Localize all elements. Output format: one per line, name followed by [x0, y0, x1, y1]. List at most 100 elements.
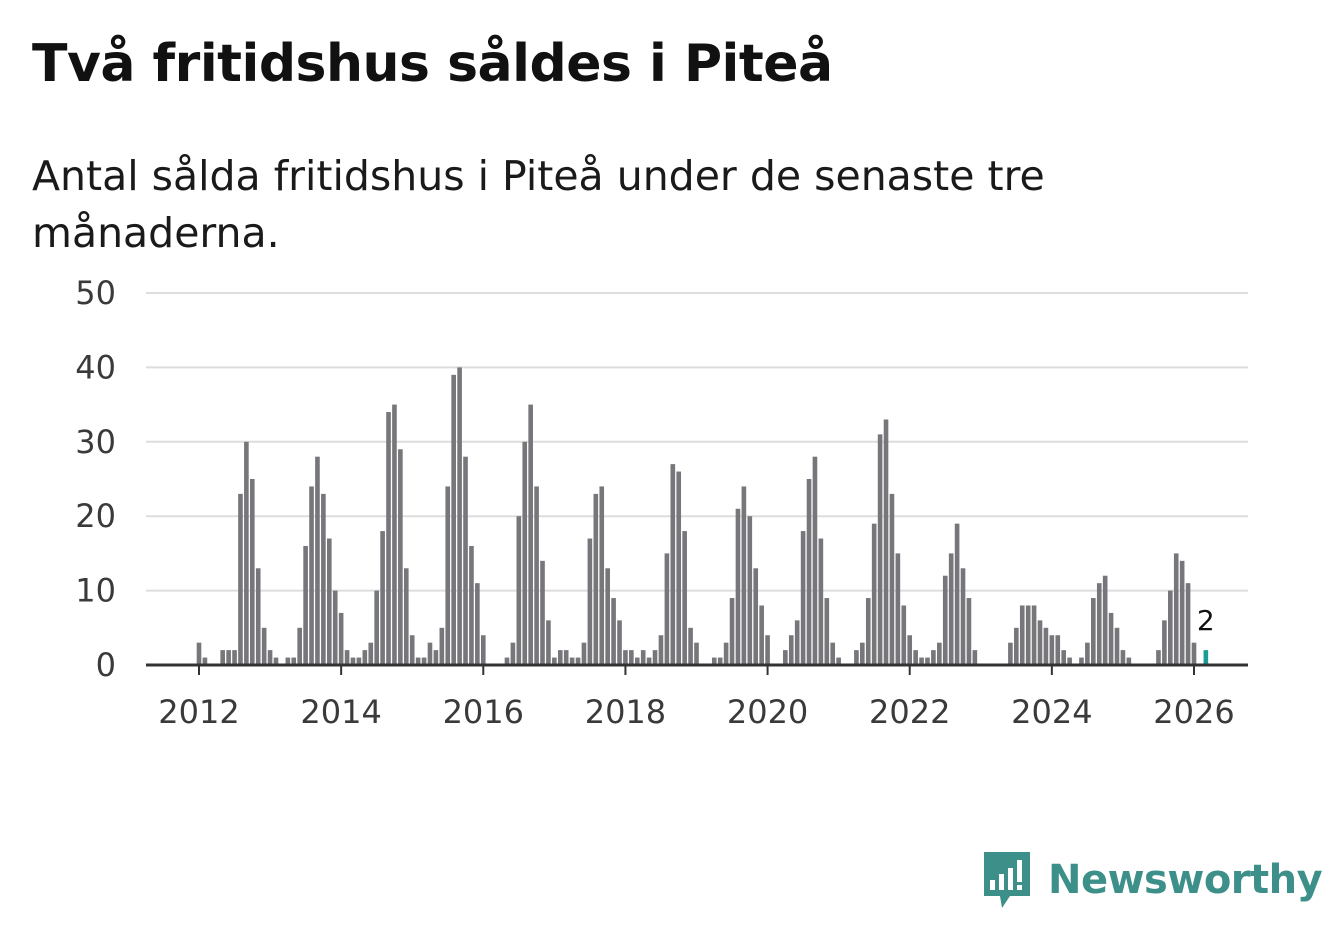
bar [788, 635, 794, 665]
bar [273, 657, 279, 665]
bar [344, 650, 350, 665]
bar [919, 657, 924, 665]
bar [1108, 612, 1114, 665]
y-tick-label: 50 [75, 274, 116, 312]
bar [386, 412, 391, 665]
bar [1061, 650, 1067, 665]
bar [380, 531, 385, 665]
bar [937, 642, 942, 665]
bar [717, 657, 723, 665]
bar [818, 538, 824, 665]
bar [522, 441, 528, 665]
y-tick-label: 10 [75, 572, 116, 610]
bar [202, 657, 208, 665]
bar [475, 583, 480, 665]
bar [563, 650, 569, 665]
bar [806, 479, 812, 665]
bar [1191, 642, 1197, 665]
bar [652, 650, 658, 665]
bar [332, 590, 338, 665]
bar [640, 650, 646, 665]
y-tick-label: 30 [75, 423, 116, 461]
bar [1055, 635, 1061, 665]
bar [913, 650, 918, 665]
bar [599, 486, 605, 665]
x-tick-label: 2026 [1153, 693, 1234, 731]
bar [711, 657, 717, 665]
bar [309, 486, 314, 665]
bar [1091, 598, 1096, 665]
bar [1120, 650, 1126, 665]
bar-highlight [1203, 650, 1209, 665]
bar [646, 657, 652, 665]
bar [824, 598, 830, 665]
bar [469, 545, 474, 665]
bar [439, 627, 445, 665]
bar [723, 642, 729, 665]
bar [676, 471, 682, 665]
annotations: 2 [1197, 604, 1215, 637]
bar [338, 612, 344, 665]
bar [427, 642, 433, 665]
bar [925, 657, 930, 665]
bar [238, 493, 243, 665]
bar [362, 650, 368, 665]
x-tick-label: 2020 [727, 693, 808, 731]
bar [433, 650, 439, 665]
bar [1043, 627, 1049, 665]
bar [1019, 605, 1025, 665]
brand: Newsworthy [980, 848, 1322, 912]
grid-lines [146, 292, 1248, 592]
bar [901, 605, 907, 665]
bar [1085, 642, 1090, 665]
bar [1025, 605, 1031, 665]
bar [747, 516, 753, 665]
bar [954, 523, 960, 665]
bar [1168, 590, 1173, 665]
x-tick-label: 2012 [158, 693, 239, 731]
bar [617, 620, 622, 665]
bar [865, 598, 871, 665]
bar [421, 657, 427, 665]
bar [445, 486, 451, 665]
bar [1067, 657, 1072, 665]
bar [593, 493, 599, 665]
bar [1156, 650, 1161, 665]
bar [907, 635, 913, 665]
bar [658, 635, 664, 665]
bar [504, 657, 510, 665]
bar [1096, 583, 1102, 665]
bar [285, 657, 291, 665]
chart-subtitle: Antal sålda fritidshus i Piteå under de … [32, 152, 1045, 257]
bar [812, 456, 818, 665]
bar [220, 650, 225, 665]
bar [664, 553, 670, 665]
bar [1014, 627, 1019, 665]
y-tick-label: 20 [75, 497, 116, 535]
bar [516, 516, 522, 665]
bar [581, 642, 587, 665]
bar [587, 538, 593, 665]
bar [463, 456, 468, 665]
last-value-label: 2 [1197, 604, 1215, 637]
bar [1031, 605, 1037, 665]
bar [1179, 560, 1185, 665]
bar [670, 464, 676, 665]
bar [895, 553, 901, 665]
bar [948, 553, 954, 665]
bar [1037, 620, 1043, 665]
bar [291, 657, 297, 665]
bar [403, 568, 409, 665]
bar [883, 419, 889, 665]
bar [569, 657, 575, 665]
bar [688, 627, 693, 665]
bar [261, 627, 267, 665]
x-tick-label: 2018 [585, 693, 666, 731]
bar [398, 449, 403, 665]
bar [255, 568, 261, 665]
bar [1114, 627, 1120, 665]
bar [374, 590, 379, 665]
bar [794, 620, 800, 665]
bar [694, 642, 699, 665]
bar [1049, 635, 1055, 665]
